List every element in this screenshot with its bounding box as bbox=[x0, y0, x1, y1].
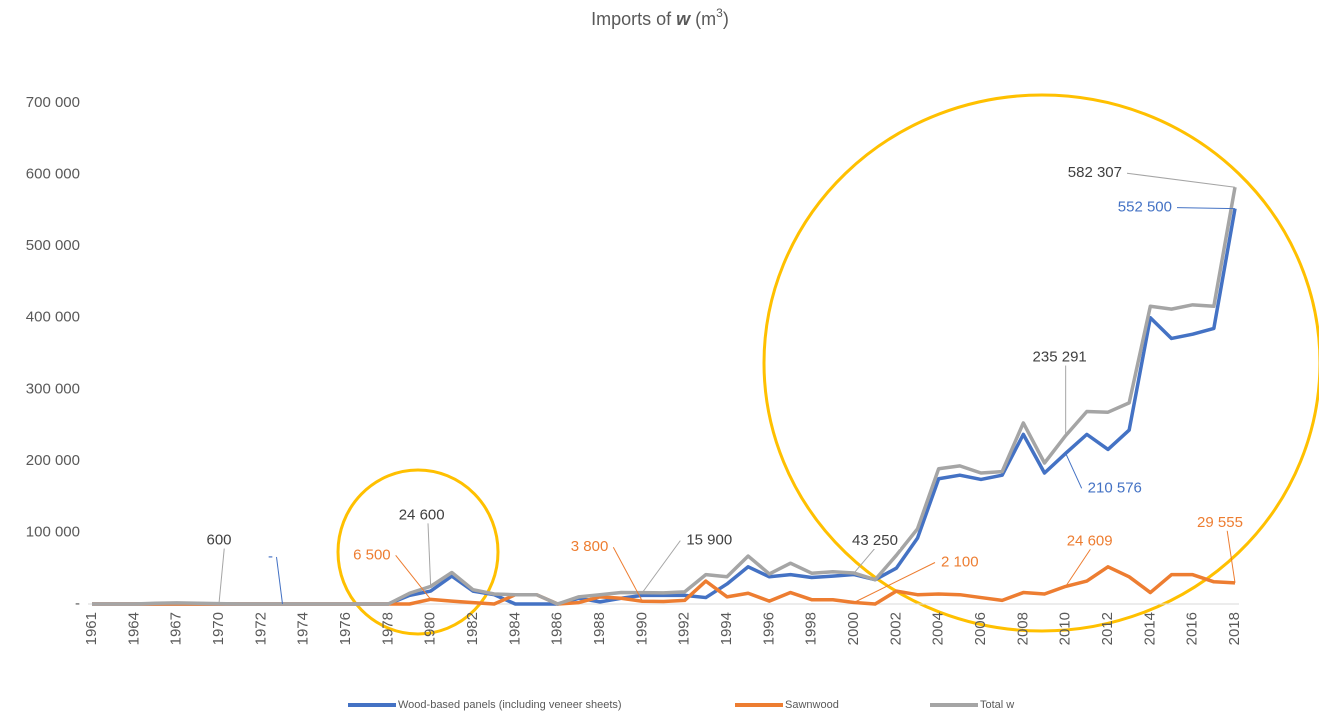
label-bg bbox=[1064, 532, 1115, 550]
data-label: 43 250 bbox=[852, 532, 898, 549]
x-tick-label: 2016 bbox=[1184, 612, 1201, 645]
label-bg bbox=[351, 546, 393, 564]
x-tick-label: 1990 bbox=[633, 612, 650, 645]
label-bg bbox=[266, 547, 275, 565]
leader-line bbox=[641, 540, 681, 593]
label-bg bbox=[1115, 198, 1174, 216]
x-tick-label: 2002 bbox=[887, 612, 904, 645]
x-tick-label: 2004 bbox=[930, 612, 947, 645]
y-tick-label: 700 000 bbox=[26, 94, 80, 111]
x-tick-label: 1961 bbox=[83, 612, 100, 645]
label-bg bbox=[1195, 513, 1245, 531]
series-line bbox=[92, 565, 1236, 606]
leader-line bbox=[1065, 453, 1083, 489]
label-bg bbox=[939, 553, 981, 571]
series-line bbox=[92, 208, 1237, 606]
highlight-ellipse bbox=[762, 93, 1319, 633]
leader-line bbox=[276, 556, 283, 605]
leader-line bbox=[1126, 172, 1236, 188]
x-tick-label: 1998 bbox=[803, 612, 820, 645]
leader-line bbox=[218, 540, 226, 604]
y-tick-label: 100 000 bbox=[26, 523, 80, 540]
title-part: Imports of bbox=[591, 9, 676, 29]
data-label: - bbox=[268, 548, 273, 565]
legend-label: Total w bbox=[980, 699, 1014, 711]
data-label: 2 100 bbox=[941, 553, 979, 570]
y-tick-label: 300 000 bbox=[26, 380, 80, 397]
x-tick-label: 1984 bbox=[506, 612, 523, 645]
x-tick-label: 1970 bbox=[210, 612, 227, 645]
data-label: 6 500 bbox=[353, 546, 391, 563]
x-tick-label: 1974 bbox=[295, 612, 312, 645]
leader-line bbox=[612, 547, 643, 602]
label-bg bbox=[1065, 164, 1124, 182]
data-label: 3 800 bbox=[571, 538, 609, 555]
y-tick-label: 400 000 bbox=[26, 309, 80, 326]
label-bg bbox=[684, 531, 735, 549]
chart-title: Imports of w (m3) bbox=[591, 6, 729, 29]
data-label: 600 bbox=[206, 532, 231, 549]
data-label: 15 900 bbox=[686, 532, 732, 549]
x-tick-label: 1988 bbox=[591, 612, 608, 645]
leader-line bbox=[1225, 522, 1236, 583]
x-tick-label: 1992 bbox=[676, 612, 693, 645]
label-bg bbox=[204, 531, 234, 549]
x-tick-label: 1996 bbox=[760, 612, 777, 645]
title-part: ) bbox=[723, 9, 729, 29]
data-label: 24 609 bbox=[1067, 532, 1113, 549]
x-tick-label: 1978 bbox=[379, 612, 396, 645]
data-label: 24 600 bbox=[399, 506, 445, 523]
leader-line bbox=[395, 555, 432, 600]
title-part: 3 bbox=[716, 6, 723, 20]
y-tick-label: 500 000 bbox=[26, 237, 80, 254]
highlight-ellipse bbox=[336, 468, 500, 636]
series-line bbox=[92, 186, 1237, 606]
x-tick-label: 1972 bbox=[252, 612, 269, 645]
x-tick-label: 2010 bbox=[1057, 612, 1074, 645]
x-tick-label: 2012 bbox=[1099, 612, 1116, 645]
x-tick-label: 2018 bbox=[1226, 612, 1243, 645]
leader-line bbox=[1176, 207, 1236, 210]
data-label: 235 291 bbox=[1033, 349, 1087, 366]
y-tick-label: 200 000 bbox=[26, 452, 80, 469]
x-tick-label: 2000 bbox=[845, 612, 862, 645]
label-bg bbox=[850, 532, 900, 550]
x-tick-label: 1986 bbox=[549, 612, 566, 645]
leader-line bbox=[853, 562, 936, 603]
x-tick-label: 2008 bbox=[1014, 612, 1031, 645]
data-label: 552 500 bbox=[1118, 199, 1172, 216]
title-part: (m bbox=[690, 9, 716, 29]
x-tick-label: 1980 bbox=[422, 612, 439, 645]
legend-label: Sawnwood bbox=[785, 699, 839, 711]
x-tick-label: 1964 bbox=[125, 612, 142, 645]
data-label: 210 576 bbox=[1088, 479, 1142, 496]
x-tick-label: 1967 bbox=[168, 612, 185, 645]
y-tick-label: - bbox=[75, 595, 80, 612]
label-bg bbox=[568, 538, 611, 556]
label-bg bbox=[1085, 479, 1144, 497]
data-label: 29 555 bbox=[1197, 514, 1243, 531]
label-bg bbox=[1030, 348, 1089, 366]
data-label: 582 307 bbox=[1068, 164, 1122, 181]
x-tick-label: 1994 bbox=[718, 612, 735, 645]
x-tick-label: 1982 bbox=[464, 612, 481, 645]
label-bg bbox=[396, 506, 447, 524]
x-tick-label: 1976 bbox=[337, 612, 354, 645]
legend-label: Wood-based panels (including veneer shee… bbox=[398, 699, 622, 711]
x-tick-label: 2014 bbox=[1141, 612, 1158, 645]
x-tick-label: 2006 bbox=[972, 612, 989, 645]
leader-line bbox=[427, 515, 432, 587]
title-part: w bbox=[676, 9, 691, 29]
y-tick-label: 600 000 bbox=[26, 166, 80, 183]
